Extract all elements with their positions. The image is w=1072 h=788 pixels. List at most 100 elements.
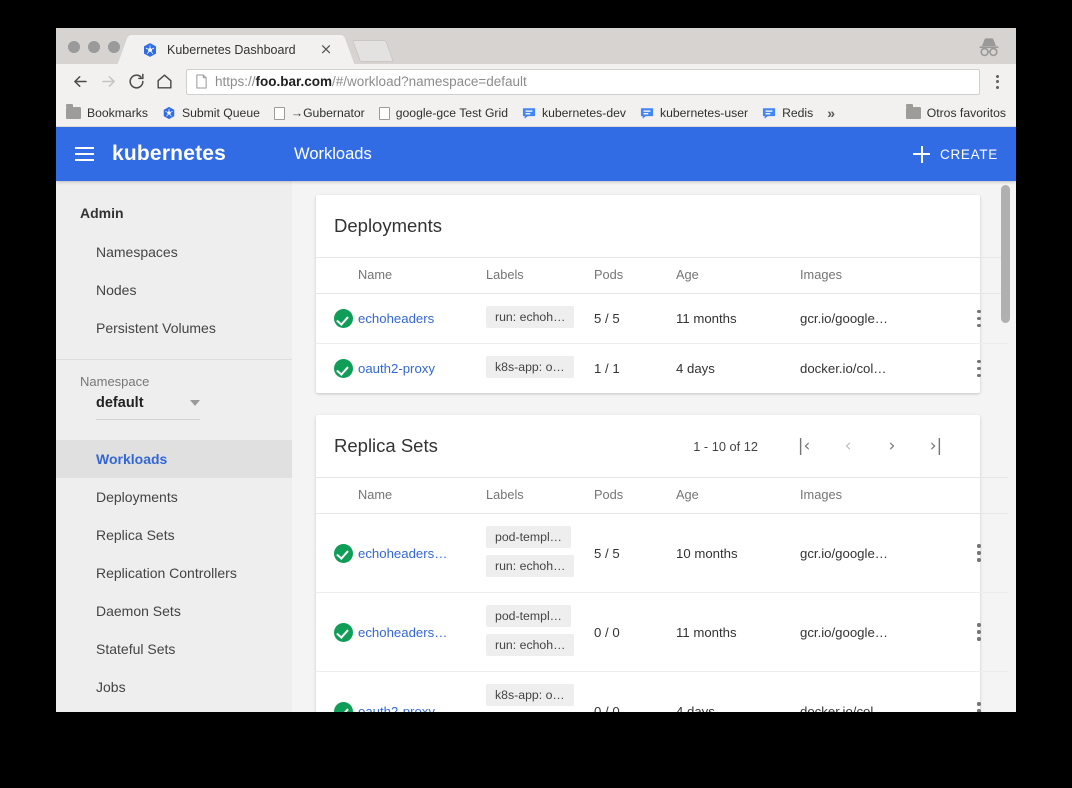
reload-button[interactable] xyxy=(122,68,150,96)
bookmark-label: Redis xyxy=(782,106,814,120)
chat-icon xyxy=(640,107,654,120)
age-value: 4 days xyxy=(676,361,715,376)
resource-name-link[interactable]: echoheaders xyxy=(358,311,435,326)
column-pods[interactable]: Pods xyxy=(594,257,676,294)
bookmark-item[interactable]: Bookmarks xyxy=(66,104,148,120)
brand-logo: kubernetes xyxy=(112,142,227,165)
resource-name-link[interactable]: oauth2-proxy xyxy=(358,361,435,376)
app-header: kubernetes Workloads CREATE xyxy=(56,127,1016,181)
browser-toolbar: https://foo.bar.com/#/workload?namespace… xyxy=(56,64,1016,100)
replica-sets-table: Name Labels Pods Age Images ec xyxy=(316,477,1008,712)
row-actions-icon[interactable] xyxy=(950,623,1008,641)
close-window-button[interactable] xyxy=(68,41,80,53)
replica-sets-card: Replica Sets 1 - 10 of 12 |‹ ‹ › ›| xyxy=(316,415,1008,712)
url-scheme: https:// xyxy=(215,74,256,89)
table-row[interactable]: oauth2-proxy… k8s-app: o… pod-templ… 0 /… xyxy=(316,671,1008,713)
bookmark-item[interactable]: Redis xyxy=(762,106,813,120)
page-info-icon xyxy=(195,74,208,89)
hamburger-icon[interactable] xyxy=(56,147,112,161)
table-row[interactable]: echoheaders… pod-templ… run: echoh… 0 / … xyxy=(316,592,1008,672)
resource-name-link[interactable]: echoheaders… xyxy=(358,624,448,640)
column-name[interactable]: Name xyxy=(358,257,486,294)
sidebar-item-jobs[interactable]: Jobs xyxy=(96,679,126,695)
home-button[interactable] xyxy=(150,68,178,96)
column-age[interactable]: Age xyxy=(676,257,800,294)
sidebar-item-pods[interactable]: Pods xyxy=(56,706,292,712)
bookmarks-overflow-icon[interactable]: » xyxy=(827,105,836,121)
bookmark-other-folder[interactable]: Otros favoritos xyxy=(905,104,1006,120)
document-icon xyxy=(378,106,390,120)
bookmark-item[interactable]: kubernetes-dev xyxy=(522,106,626,120)
sidebar-divider xyxy=(56,359,292,360)
forward-button[interactable] xyxy=(94,68,122,96)
first-page-button[interactable]: |‹ xyxy=(797,436,811,456)
bookmark-item[interactable]: kubernetes-user xyxy=(640,106,748,120)
address-bar[interactable]: https://foo.bar.com/#/workload?namespace… xyxy=(186,68,980,95)
column-images[interactable]: Images xyxy=(800,257,950,294)
status-ok-icon xyxy=(334,622,353,642)
create-button[interactable]: CREATE xyxy=(913,145,998,163)
table-header-row: Name Labels Pods Age Images xyxy=(316,477,1008,514)
resource-name-link[interactable]: oauth2-proxy… xyxy=(358,703,449,713)
prev-page-button[interactable]: ‹ xyxy=(844,436,852,456)
bookmark-item[interactable]: Submit Queue xyxy=(162,106,260,120)
minimize-window-button[interactable] xyxy=(88,41,100,53)
label-chip: k8s-app: o… xyxy=(486,684,574,706)
row-actions-icon[interactable] xyxy=(950,309,1008,328)
sidebar-item-persistent-volumes[interactable]: Persistent Volumes xyxy=(96,320,216,336)
sidebar-item-replica-sets[interactable]: Replica Sets xyxy=(96,527,175,543)
column-labels[interactable]: Labels xyxy=(486,257,594,294)
column-labels[interactable]: Labels xyxy=(486,477,594,514)
table-row[interactable]: echoheaders… pod-templ… run: echoh… 5 / … xyxy=(316,513,1008,593)
label-chip: run: echoh… xyxy=(486,306,575,328)
pods-value: 0 / 0 xyxy=(594,671,676,712)
maximize-window-button[interactable] xyxy=(108,41,120,53)
bookmark-label: Bookmarks xyxy=(87,106,148,120)
new-tab-button[interactable] xyxy=(351,40,395,62)
resource-name-link[interactable]: echoheaders… xyxy=(358,545,448,561)
sidebar-item-deployments[interactable]: Deployments xyxy=(96,489,178,505)
row-actions-icon[interactable] xyxy=(950,544,1008,562)
table-row[interactable]: echoheaders run: echoh… 5 / 5 11 months … xyxy=(316,293,1008,344)
scrollbar-thumb[interactable] xyxy=(1001,185,1010,323)
sidebar-item-nodes[interactable]: Nodes xyxy=(96,282,137,298)
bookmark-label: google-gce Test Grid xyxy=(395,106,508,120)
row-actions-icon[interactable] xyxy=(950,702,1008,712)
page-title: Workloads xyxy=(294,144,372,163)
sidebar-item-replication-controllers[interactable]: Replication Controllers xyxy=(96,565,237,581)
sidebar-item-namespaces[interactable]: Namespaces xyxy=(96,244,178,260)
close-tab-icon[interactable]: × xyxy=(319,39,333,58)
row-actions-icon[interactable] xyxy=(950,359,1008,378)
namespace-label: Namespace xyxy=(80,374,150,389)
chat-icon xyxy=(522,107,536,120)
column-images[interactable]: Images xyxy=(800,477,950,514)
sidebar-item-stateful-sets[interactable]: Stateful Sets xyxy=(96,641,176,657)
age-value: 11 months xyxy=(676,592,800,672)
last-page-button[interactable]: ›| xyxy=(929,436,943,456)
bookmark-label: Submit Queue xyxy=(181,106,260,120)
window-controls xyxy=(56,41,130,64)
back-button[interactable] xyxy=(66,68,94,96)
chat-icon xyxy=(762,107,776,120)
sidebar-section-admin: Admin xyxy=(80,205,124,221)
main-content: Deployments Name Labels Pods Age Images xyxy=(292,181,1016,712)
sidebar-item-workloads[interactable]: Workloads xyxy=(56,440,292,478)
bookmark-item[interactable]: →Gubernator xyxy=(273,106,365,120)
browser-menu-icon[interactable] xyxy=(986,74,1008,89)
status-ok-icon xyxy=(334,701,353,712)
next-page-button[interactable]: › xyxy=(888,436,896,456)
label-chip: k8s-app: o… xyxy=(486,356,574,378)
table-row[interactable]: oauth2-proxy k8s-app: o… 1 / 1 4 days do… xyxy=(316,344,1008,394)
column-actions xyxy=(950,257,1008,294)
column-name[interactable]: Name xyxy=(358,477,486,514)
column-pods[interactable]: Pods xyxy=(594,477,676,514)
content-scrollbar[interactable] xyxy=(1001,185,1010,705)
create-button-label: CREATE xyxy=(940,146,998,162)
browser-tab[interactable]: Kubernetes Dashboard × xyxy=(130,35,342,64)
bookmark-item[interactable]: google-gce Test Grid xyxy=(378,106,508,120)
sidebar-item-daemon-sets[interactable]: Daemon Sets xyxy=(96,603,181,619)
chevron-down-icon xyxy=(190,400,200,406)
column-age[interactable]: Age xyxy=(676,477,800,514)
pagination-range: 1 - 10 of 12 xyxy=(693,438,758,454)
namespace-select[interactable]: default xyxy=(96,395,200,420)
